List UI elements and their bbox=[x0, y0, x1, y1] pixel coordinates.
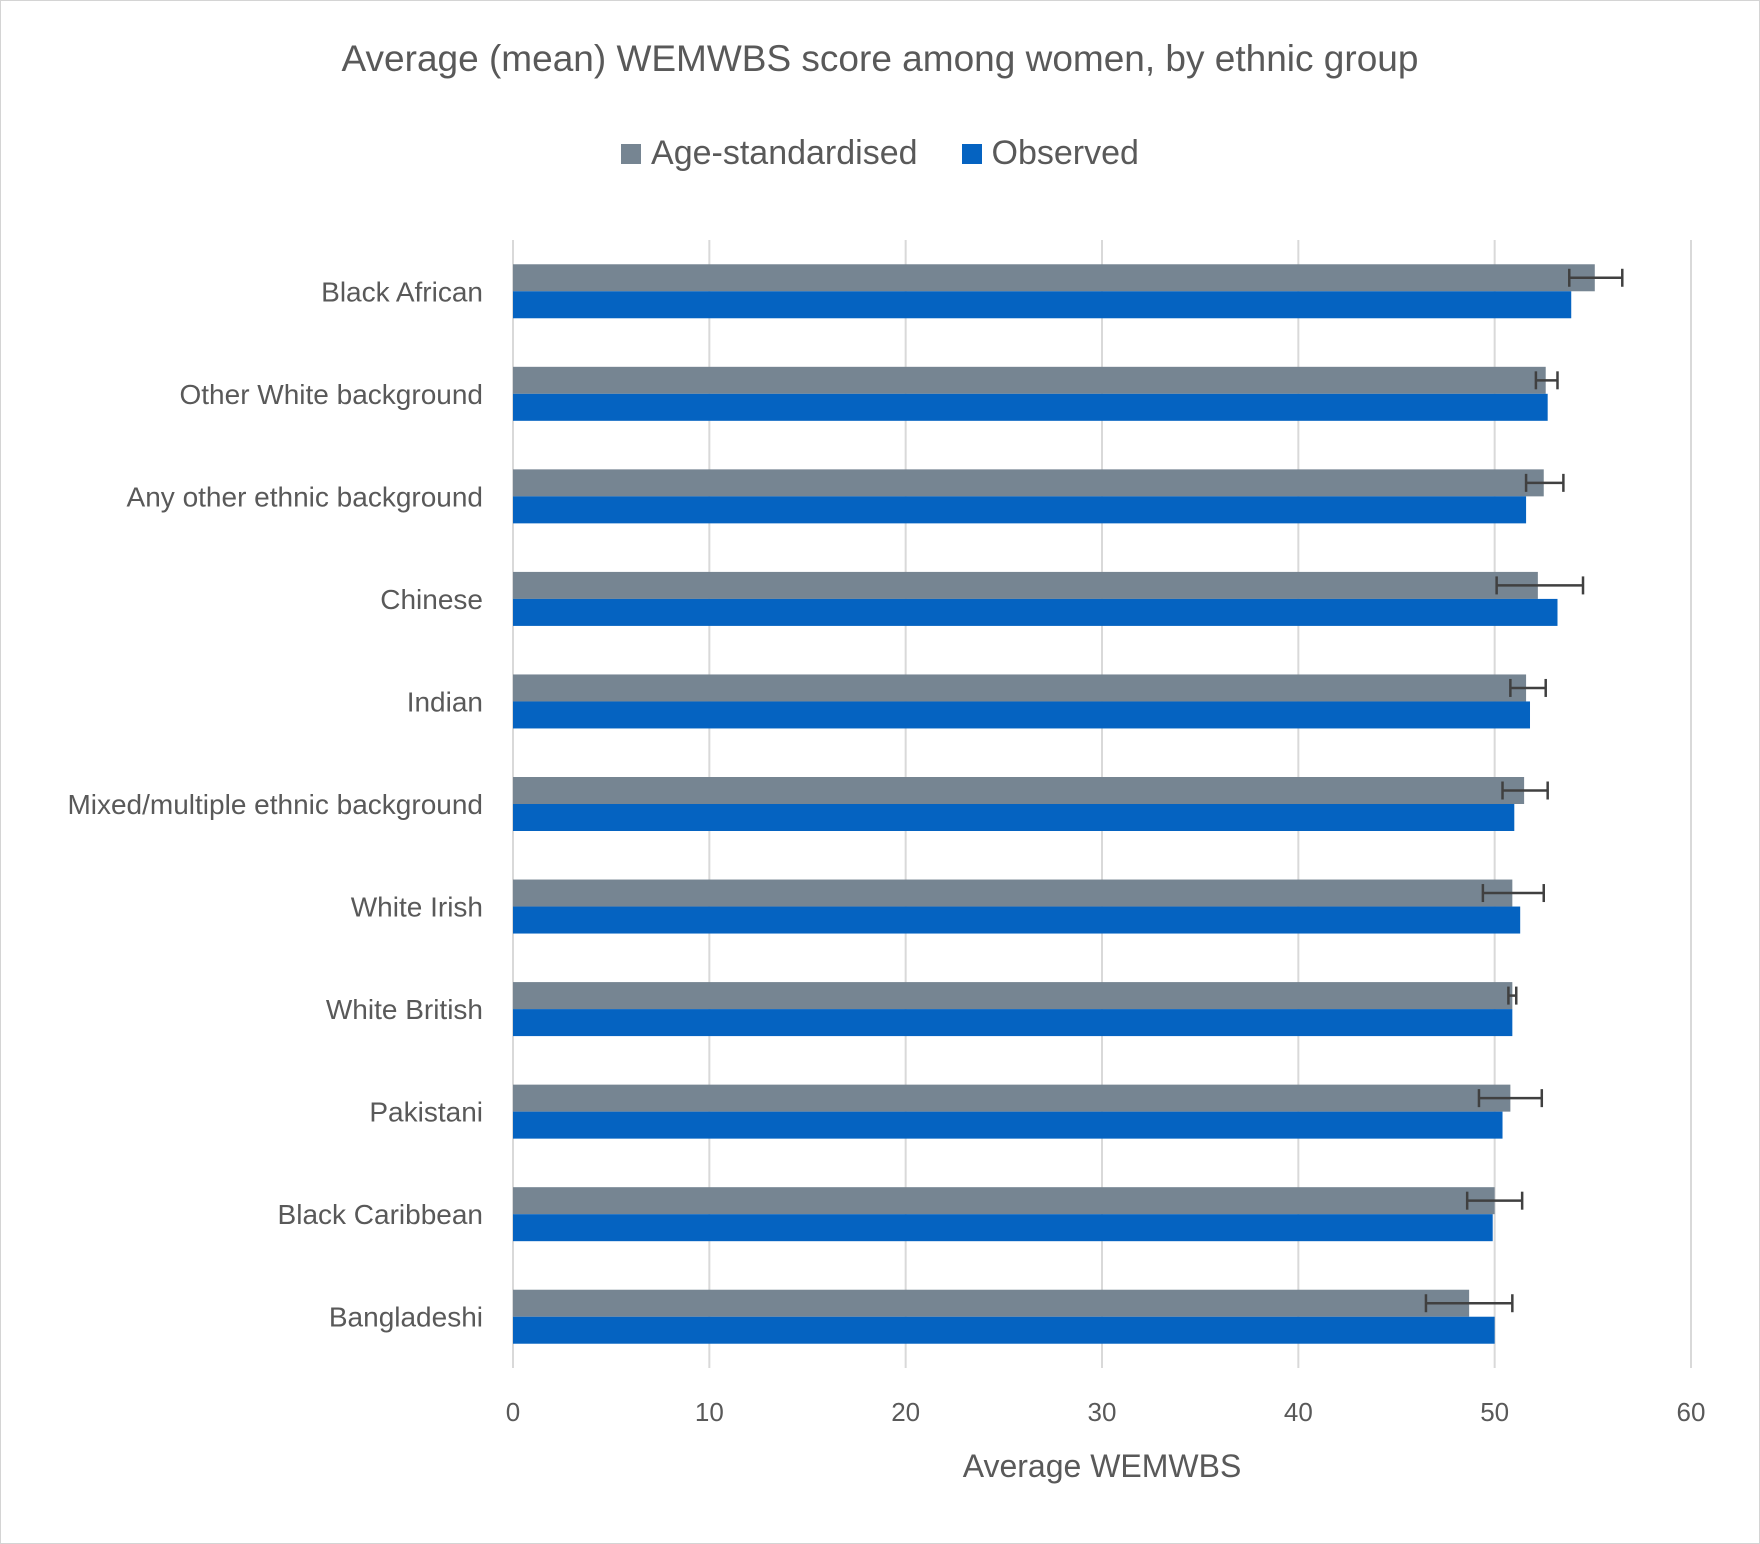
error-bar-any-other-ethnic-background bbox=[1524, 473, 1565, 492]
error-bar-indian bbox=[1509, 678, 1547, 697]
bar-age-standardised-white-british bbox=[513, 982, 1513, 1010]
bar-observed-any-other-ethnic-background bbox=[513, 496, 1527, 524]
error-bar-black-african bbox=[1568, 268, 1624, 287]
legend-swatch-observed bbox=[961, 143, 982, 164]
bar-observed-black-caribbean bbox=[513, 1214, 1493, 1242]
bars bbox=[513, 264, 1595, 1344]
error-bar-mixed-multiple-ethnic-background bbox=[1501, 781, 1549, 800]
bar-observed-mixed-multiple-ethnic-background bbox=[513, 804, 1515, 831]
x-tick-label: 20 bbox=[891, 1397, 920, 1427]
error-bar-pakistani bbox=[1477, 1089, 1544, 1108]
bar-age-standardised-any-other-ethnic-background bbox=[513, 469, 1544, 497]
x-tick-label: 30 bbox=[1088, 1397, 1117, 1427]
error-bar-chinese bbox=[1495, 576, 1585, 595]
category-label-bangladeshi: Bangladeshi bbox=[329, 1302, 483, 1333]
error-bar-bangladeshi bbox=[1424, 1294, 1514, 1313]
bar-age-standardised-mixed-multiple-ethnic-background bbox=[513, 777, 1525, 804]
category-label-mixed-multiple-ethnic-background: Mixed/multiple ethnic background bbox=[67, 789, 483, 820]
x-tick-label: 50 bbox=[1480, 1397, 1509, 1427]
bar-observed-indian bbox=[513, 701, 1531, 729]
category-label-pakistani: Pakistani bbox=[369, 1097, 483, 1128]
bar-observed-black-african bbox=[513, 291, 1572, 319]
bar-observed-white-irish bbox=[513, 906, 1521, 934]
legend: Age-standardised Observed bbox=[0, 134, 1760, 173]
error-bar-white-irish bbox=[1481, 884, 1545, 903]
error-bars bbox=[1424, 268, 1624, 1313]
category-label-indian: Indian bbox=[407, 686, 483, 717]
bar-observed-white-british bbox=[513, 1009, 1513, 1037]
legend-label-observed: Observed bbox=[991, 134, 1139, 172]
bar-age-standardised-indian bbox=[513, 674, 1527, 702]
x-tick-label: 40 bbox=[1284, 1397, 1313, 1427]
category-labels: Black African Other White background Any o… bbox=[67, 276, 483, 1332]
category-label-chinese: Chinese bbox=[380, 584, 483, 615]
bar-age-standardised-other-white-background bbox=[513, 366, 1546, 394]
category-label-other-white-background: Other White background bbox=[180, 379, 484, 410]
bar-age-standardised-bangladeshi bbox=[513, 1289, 1470, 1317]
legend-swatch-age-standardised bbox=[621, 143, 642, 164]
error-bar-white-british bbox=[1507, 986, 1518, 1005]
category-label-white-irish: White Irish bbox=[351, 892, 483, 923]
category-label-black-caribbean: Black Caribbean bbox=[278, 1199, 483, 1230]
error-bar-other-white-background bbox=[1534, 371, 1559, 390]
chart-title: Average (mean) WEMWBS score among women,… bbox=[341, 38, 1419, 79]
bar-age-standardised-white-irish bbox=[513, 879, 1513, 907]
bar-observed-chinese bbox=[513, 598, 1558, 626]
legend-item-age-standardised: Age-standardised bbox=[621, 134, 918, 173]
x-tick-label: 60 bbox=[1677, 1397, 1706, 1427]
bar-age-standardised-pakistani bbox=[513, 1084, 1511, 1112]
error-bar-black-caribbean bbox=[1465, 1191, 1524, 1210]
category-label-black-african: Black African bbox=[321, 276, 483, 307]
x-tick-label: 0 bbox=[506, 1397, 520, 1427]
x-tick-label: 10 bbox=[695, 1397, 724, 1427]
bar-observed-pakistani bbox=[513, 1111, 1503, 1139]
bar-observed-bangladeshi bbox=[513, 1316, 1495, 1344]
bar-age-standardised-black-caribbean bbox=[513, 1187, 1495, 1215]
bar-age-standardised-black-african bbox=[513, 264, 1595, 292]
category-label-any-other-ethnic-background: Any other ethnic background bbox=[127, 481, 483, 512]
legend-item-observed: Observed bbox=[961, 134, 1139, 173]
bar-age-standardised-chinese bbox=[513, 571, 1538, 599]
x-axis-title: Average WEMWBS bbox=[963, 1448, 1242, 1484]
x-tick-labels: 0 10 20 30 40 50 60 bbox=[506, 1397, 1706, 1427]
bar-observed-other-white-background bbox=[513, 393, 1548, 421]
category-label-white-british: White British bbox=[326, 994, 483, 1025]
legend-label-age-standardised: Age-standardised bbox=[651, 134, 918, 172]
